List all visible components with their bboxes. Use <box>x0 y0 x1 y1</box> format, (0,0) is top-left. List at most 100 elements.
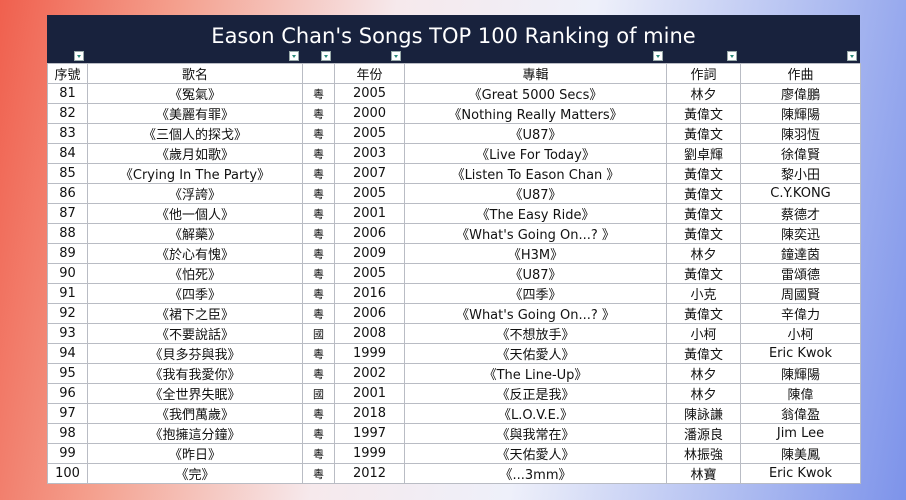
cell: 辛偉力 <box>740 303 861 324</box>
cell: 黃偉文 <box>666 123 741 144</box>
cell: 林夕 <box>666 363 741 384</box>
row: 85 《Crying In The Party》粵 2007 《Listen To E… <box>47 163 861 184</box>
table: 序號 歌名 年份 專輯 作詞 作曲 81 《冤氣》粵 2005 《Great 5000 Secs》… <box>47 63 861 484</box>
row: 100 《完》粵 2012 《...3mm》 林寶 Eric Kwok <box>47 463 861 484</box>
cell: 《怕死》 <box>87 263 303 284</box>
row: 91 《四季》粵 2016 《四季》 小克 周國賢 <box>47 283 861 304</box>
cell: Eric Kwok <box>740 343 861 364</box>
cell: 《不想放手》 <box>404 323 667 344</box>
filter-button[interactable] <box>289 51 299 61</box>
cell: 1999 <box>334 343 405 364</box>
cell: 2018 <box>334 403 405 424</box>
cell: 81 <box>47 83 88 104</box>
cell: 《我有我愛你》 <box>87 363 303 384</box>
row: 88 《解藥》粵 2006 《What's Going On...? 》黃偉文 陳奕迅 <box>47 223 861 244</box>
column-header: 序號 <box>47 63 88 84</box>
cell: 《浮誇》 <box>87 183 303 204</box>
cell: 粵 <box>302 83 335 104</box>
filter-button[interactable] <box>74 51 84 61</box>
cell: 國 <box>302 323 335 344</box>
cell: 2005 <box>334 263 405 284</box>
cell: 粵 <box>302 143 335 164</box>
cell: 《昨日》 <box>87 443 303 464</box>
cell: 《三個人的探戈》 <box>87 123 303 144</box>
cell: 《天佑愛人》 <box>404 443 667 464</box>
cell: 粵 <box>302 463 335 484</box>
cell: 粵 <box>302 423 335 444</box>
cell: 粵 <box>302 303 335 324</box>
cell: 《The Easy Ride》 <box>404 203 667 224</box>
spreadsheet: Eason Chan's Songs TOP 100 Ranking of mi… <box>47 15 861 484</box>
cell: 《Nothing Really Matters》 <box>404 103 667 124</box>
cell: 84 <box>47 143 88 164</box>
cell: 98 <box>47 423 88 444</box>
cell: 林夕 <box>666 83 741 104</box>
row: 81 《冤氣》粵 2005 《Great 5000 Secs》 林夕 廖偉鵬 <box>47 83 861 104</box>
cell: 雷頌德 <box>740 263 861 284</box>
cell: 《美麗有罪》 <box>87 103 303 124</box>
cell: 粵 <box>302 343 335 364</box>
cell: 《Live For Today》 <box>404 143 667 164</box>
cell: 93 <box>47 323 88 344</box>
cell: 陳美鳳 <box>740 443 861 464</box>
cell: Eric Kwok <box>740 463 861 484</box>
filter-button[interactable] <box>653 51 663 61</box>
row: 95 《我有我愛你》粵 2002 《The Line-Up》 林夕 陳輝陽 <box>47 363 861 384</box>
cell: 2002 <box>334 363 405 384</box>
cell: 2016 <box>334 283 405 304</box>
cell: 小柯 <box>666 323 741 344</box>
filter-button[interactable] <box>391 51 401 61</box>
cell: 黃偉文 <box>666 223 741 244</box>
cell: 《解藥》 <box>87 223 303 244</box>
cell: 1999 <box>334 443 405 464</box>
filter-button[interactable] <box>847 51 857 61</box>
cell: 林寶 <box>666 463 741 484</box>
row: 96 《全世界失眠》國 2001 《反正是我》 林夕 陳偉 <box>47 383 861 404</box>
row: 84 《歲月如歌》粵 2003 《Live For Today》 劉卓輝 徐偉賢 <box>47 143 861 164</box>
title: Eason Chan's Songs TOP 100 Ranking of mi… <box>211 24 696 48</box>
cell: 《U87》 <box>404 123 667 144</box>
cell: 林夕 <box>666 383 741 404</box>
row: 87 《他一個人》粵 2001 《The Easy Ride》 黃偉文 蔡德才 <box>47 203 861 224</box>
filter-button[interactable] <box>727 51 737 61</box>
cell: 黎小田 <box>740 163 861 184</box>
cell: 89 <box>47 243 88 264</box>
cell: 陳偉 <box>740 383 861 404</box>
cell: 小克 <box>666 283 741 304</box>
cell: 2005 <box>334 123 405 144</box>
cell: 《L.O.V.E.》 <box>404 403 667 424</box>
cell: 《他一個人》 <box>87 203 303 224</box>
cell: 2000 <box>334 103 405 124</box>
cell: 陳輝陽 <box>740 363 861 384</box>
column-header: 歌名 <box>87 63 303 84</box>
cell: 粵 <box>302 163 335 184</box>
cell: 《全世界失眠》 <box>87 383 303 404</box>
cell: 黃偉文 <box>666 183 741 204</box>
cell: 粵 <box>302 243 335 264</box>
cell: 92 <box>47 303 88 324</box>
cell: Jim Lee <box>740 423 861 444</box>
cell: 粵 <box>302 123 335 144</box>
filter-button[interactable] <box>321 51 331 61</box>
cell: 陳詠謙 <box>666 403 741 424</box>
cell: 85 <box>47 163 88 184</box>
cell: 黃偉文 <box>666 203 741 224</box>
cell: 黃偉文 <box>666 303 741 324</box>
column-header: 年份 <box>334 63 405 84</box>
cell: 《與我常在》 <box>404 423 667 444</box>
cell: 2001 <box>334 383 405 404</box>
cell: 2007 <box>334 163 405 184</box>
cell: 潘源良 <box>666 423 741 444</box>
cell: 粵 <box>302 283 335 304</box>
row: 94 《貝多芬與我》粵 1999 《天佑愛人》 黃偉文 Eric Kwok <box>47 343 861 364</box>
cell: 2006 <box>334 303 405 324</box>
row: 93 《不要說話》國 2008 《不想放手》 小柯 小柯 <box>47 323 861 344</box>
cell: 劉卓輝 <box>666 143 741 164</box>
column-header: 作詞 <box>666 63 741 84</box>
cell: 粵 <box>302 443 335 464</box>
cell: 小柯 <box>740 323 861 344</box>
column-header: 專輯 <box>404 63 667 84</box>
cell: 90 <box>47 263 88 284</box>
cell: 95 <box>47 363 88 384</box>
cell: 《裙下之臣》 <box>87 303 303 324</box>
